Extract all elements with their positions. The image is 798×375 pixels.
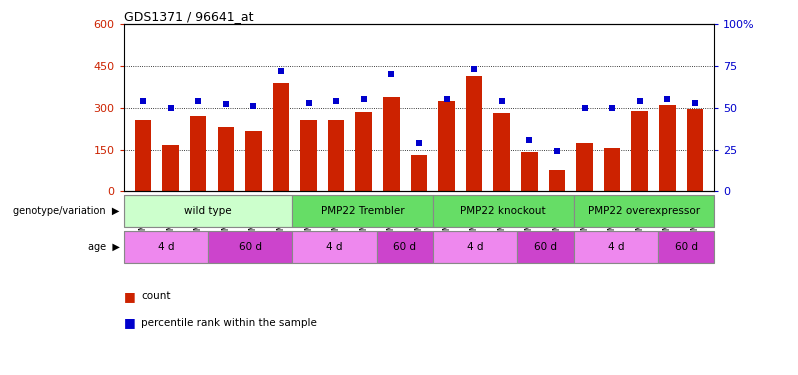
- Point: [247, 103, 260, 109]
- Bar: [355, 112, 372, 191]
- Point: [634, 98, 646, 104]
- Bar: [377, 231, 433, 262]
- Text: PMP22 overexpressor: PMP22 overexpressor: [588, 206, 700, 216]
- Point: [302, 100, 315, 106]
- Point: [496, 98, 508, 104]
- Bar: [135, 120, 152, 191]
- Bar: [604, 148, 620, 191]
- Bar: [433, 231, 517, 262]
- Point: [192, 98, 204, 104]
- Point: [468, 66, 480, 72]
- Text: PMP22 knockout: PMP22 knockout: [460, 206, 546, 216]
- Bar: [208, 231, 292, 262]
- Text: ■: ■: [124, 290, 136, 303]
- Point: [275, 68, 287, 74]
- Bar: [631, 111, 648, 191]
- Text: 60 d: 60 d: [534, 242, 557, 252]
- Bar: [292, 195, 433, 227]
- Text: GDS1371 / 96641_at: GDS1371 / 96641_at: [124, 10, 253, 23]
- Bar: [124, 231, 208, 262]
- Text: 4 d: 4 d: [607, 242, 624, 252]
- Point: [523, 136, 535, 142]
- Text: 60 d: 60 d: [393, 242, 417, 252]
- Bar: [574, 195, 714, 227]
- Bar: [686, 109, 703, 191]
- Bar: [466, 76, 483, 191]
- Point: [358, 96, 370, 102]
- Text: ■: ■: [124, 316, 136, 329]
- Bar: [300, 120, 317, 191]
- Point: [330, 98, 342, 104]
- Point: [440, 96, 453, 102]
- Point: [164, 105, 177, 111]
- Text: 4 d: 4 d: [158, 242, 174, 252]
- Bar: [383, 97, 400, 191]
- Point: [413, 140, 425, 146]
- Point: [578, 105, 591, 111]
- Bar: [292, 231, 377, 262]
- Text: 4 d: 4 d: [467, 242, 484, 252]
- Text: 60 d: 60 d: [239, 242, 262, 252]
- Bar: [273, 83, 289, 191]
- Bar: [549, 170, 565, 191]
- Bar: [438, 101, 455, 191]
- Text: genotype/variation  ▶: genotype/variation ▶: [14, 206, 120, 216]
- Bar: [433, 195, 574, 227]
- Text: 4 d: 4 d: [326, 242, 343, 252]
- Text: 60 d: 60 d: [674, 242, 697, 252]
- Bar: [521, 152, 538, 191]
- Point: [551, 148, 563, 154]
- Text: age  ▶: age ▶: [88, 242, 120, 252]
- Text: percentile rank within the sample: percentile rank within the sample: [141, 318, 317, 327]
- Text: count: count: [141, 291, 171, 301]
- Bar: [411, 155, 427, 191]
- Bar: [658, 231, 714, 262]
- Bar: [574, 231, 658, 262]
- Text: wild type: wild type: [184, 206, 232, 216]
- Point: [136, 98, 149, 104]
- Bar: [245, 132, 262, 191]
- Bar: [328, 120, 345, 191]
- Bar: [218, 127, 234, 191]
- Bar: [576, 142, 593, 191]
- Text: PMP22 Trembler: PMP22 Trembler: [321, 206, 405, 216]
- Bar: [659, 105, 676, 191]
- Bar: [124, 195, 292, 227]
- Point: [385, 71, 397, 78]
- Bar: [162, 146, 179, 191]
- Bar: [517, 231, 574, 262]
- Bar: [190, 116, 207, 191]
- Point: [689, 100, 701, 106]
- Bar: [493, 113, 510, 191]
- Point: [606, 105, 618, 111]
- Point: [661, 96, 674, 102]
- Point: [219, 102, 232, 108]
